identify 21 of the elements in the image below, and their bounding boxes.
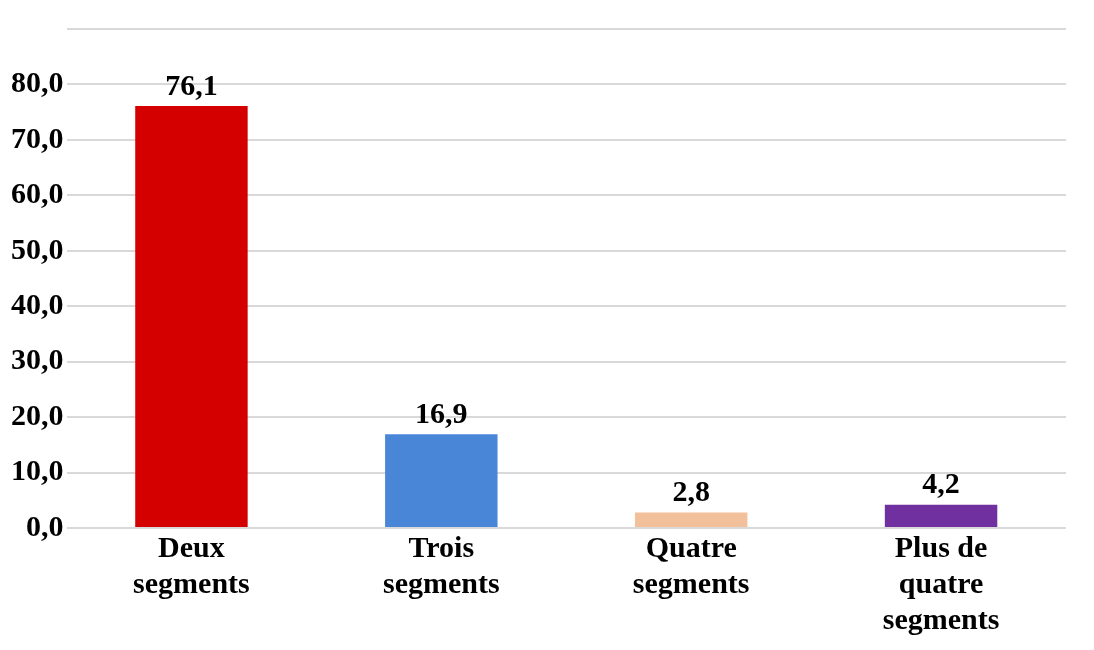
x-tick-label: Deux segments [133,529,250,599]
y-tick-label: 60,0 [11,176,64,210]
y-tick-label: 0,0 [26,508,64,542]
y-tick-label: 50,0 [11,231,64,265]
data-label: 2,8 [672,474,710,508]
x-tick-label: Quatre segments [632,529,750,599]
y-tick-label: 40,0 [11,286,64,320]
data-label: 76,1 [165,67,218,101]
y-tick-label: 80,0 [11,65,64,99]
bar [135,106,248,527]
y-tick-label: 30,0 [11,342,64,376]
bar [385,434,498,527]
x-tick-label: Plus de quatre segments [882,529,1000,635]
x-tick-label: Trois segments [382,529,500,599]
data-label: 16,9 [415,396,468,430]
bar [634,512,748,527]
data-label: 4,2 [922,466,960,500]
bar [884,504,998,527]
y-tick-label: 20,0 [11,397,64,431]
y-tick-label: 10,0 [11,453,64,487]
y-tick-label: 70,0 [11,120,64,154]
